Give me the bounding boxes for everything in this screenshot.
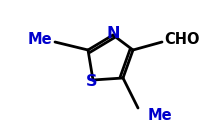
Text: N: N [106,27,120,42]
Text: Me: Me [28,33,53,48]
Text: CHO: CHO [164,33,200,48]
Text: S: S [86,74,98,89]
Text: Me: Me [148,107,173,122]
